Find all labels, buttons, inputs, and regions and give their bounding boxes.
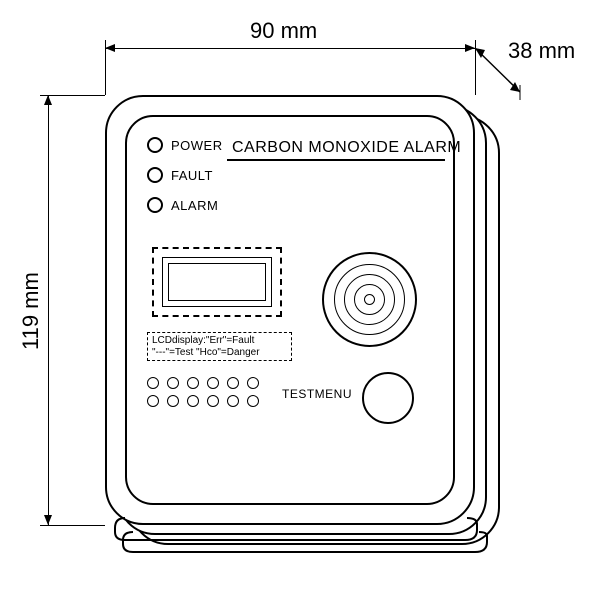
dim-height-label: 119 mm — [18, 272, 44, 350]
lcd-info-box: LCDdisplay:"Err"=Fault "---"=Test "Hco"=… — [147, 332, 292, 361]
sensor-icon — [322, 252, 417, 347]
speaker-hole-icon — [247, 395, 259, 407]
speaker-grid — [147, 377, 259, 407]
speaker-hole-icon — [187, 395, 199, 407]
ext-line — [40, 525, 105, 526]
arrow-icon — [44, 515, 52, 525]
test-menu-label: TESTMENU — [282, 387, 352, 401]
lcd-info-line1: LCDdisplay:"Err"=Fault — [152, 335, 287, 347]
speaker-hole-icon — [187, 377, 199, 389]
dim-width-label: 90 mm — [250, 18, 317, 44]
led-alarm: ALARM — [147, 197, 218, 213]
dim-height-line — [48, 95, 49, 525]
led-indicator-icon — [147, 137, 163, 153]
speaker-hole-icon — [167, 377, 179, 389]
led-fault: FAULT — [147, 167, 213, 183]
arrow-icon — [465, 44, 475, 52]
led-indicator-icon — [147, 167, 163, 183]
dim-width-line — [105, 48, 475, 49]
led-power: POWER — [147, 137, 223, 153]
speaker-hole-icon — [147, 377, 159, 389]
sensor-ring — [364, 294, 375, 305]
drawing-canvas: 90 mm 38 mm 119 mm CARBON MONOXIDE ALARM… — [0, 0, 600, 600]
led-label: POWER — [171, 138, 223, 153]
bottom-stack-lines — [105, 510, 505, 560]
speaker-hole-icon — [207, 377, 219, 389]
led-label: FAULT — [171, 168, 213, 183]
arrow-icon — [105, 44, 115, 52]
lcd-inner — [168, 263, 266, 301]
speaker-hole-icon — [247, 377, 259, 389]
device-body: CARBON MONOXIDE ALARM POWER FAULT ALARM — [105, 95, 475, 525]
led-indicator-icon — [147, 197, 163, 213]
device-face: CARBON MONOXIDE ALARM POWER FAULT ALARM — [125, 115, 455, 505]
title-underline — [227, 159, 445, 161]
dim-depth-label: 38 mm — [508, 38, 575, 64]
speaker-hole-icon — [227, 377, 239, 389]
speaker-hole-icon — [147, 395, 159, 407]
speaker-hole-icon — [227, 395, 239, 407]
lcd-info-line2: "---"=Test "Hco"=Danger — [152, 347, 287, 359]
test-button[interactable] — [362, 372, 414, 424]
speaker-hole-icon — [207, 395, 219, 407]
led-label: ALARM — [171, 198, 218, 213]
device-title: CARBON MONOXIDE ALARM — [232, 139, 461, 157]
lcd-display — [152, 247, 282, 317]
arrow-icon — [44, 95, 52, 105]
speaker-hole-icon — [167, 395, 179, 407]
